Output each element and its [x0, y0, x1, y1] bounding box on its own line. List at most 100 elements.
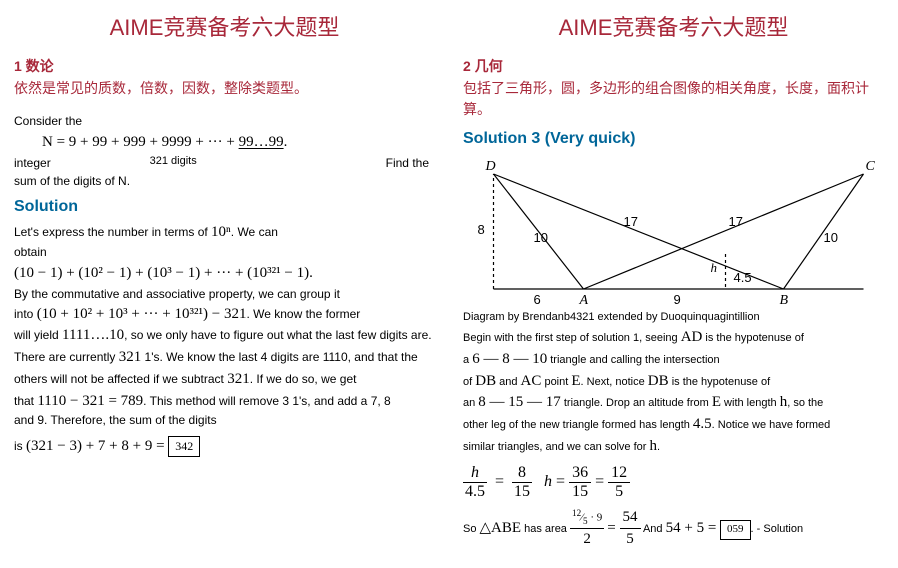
solution-heading: Solution: [14, 198, 435, 216]
pg5: similar triangles, and we can solve for: [463, 441, 649, 453]
integer-row: integer 321 digits Find the: [14, 155, 435, 172]
eq4: 1110 − 321 = 789: [37, 393, 143, 409]
lbl-17b: 17: [729, 214, 743, 229]
hasarea: has area: [521, 523, 570, 535]
v321b: 321: [227, 371, 250, 387]
title-right: AIME竞赛备考六大题型: [463, 10, 884, 42]
p5: is (321 − 3) + 7 + 8 + 9 = 342: [14, 436, 435, 458]
p3a: into: [14, 307, 37, 321]
pg3c: with length: [721, 397, 780, 409]
geo-par: Begin with the first step of solution 1,…: [463, 327, 884, 458]
integer-label: integer: [14, 155, 51, 172]
pg2a: of: [463, 376, 475, 388]
eq2: (10 − 1) + (10² − 1) + (10³ − 1) + ··· +…: [14, 265, 435, 282]
topic1-number: 1 数论: [14, 56, 435, 76]
pg1c: a: [463, 354, 472, 366]
eqN-tail: 99…99: [239, 134, 284, 150]
p4c: There are currently: [14, 350, 119, 364]
answer-342: 342: [168, 436, 200, 457]
eqR1: h 4.5 = 8 15 h = 36 15 = 12 5: [463, 464, 884, 501]
p1: Let's express the number in terms of 10ⁿ…: [14, 222, 435, 244]
topic2-number: 2 几何: [463, 56, 884, 76]
pg2b: and: [496, 376, 520, 388]
AC: AC: [521, 373, 542, 389]
pg2d: . Next, notice: [581, 376, 648, 388]
p4l1: will yield 1111….10, so we only have to …: [14, 325, 435, 347]
title-left: AIME竞赛备考六大题型: [14, 10, 435, 42]
DB2: DB: [648, 373, 669, 389]
left-column: AIME竞赛备考六大题型 1 数论 依然是常见的质数，倍数，因数，整除类题型。 …: [0, 0, 449, 568]
pg4: other leg of the new triangle formed has…: [463, 419, 693, 431]
topic1-desc: 依然是常见的质数，倍数，因数，整除类题型。: [14, 78, 435, 99]
diagram-caption: Diagram by Brendanb4321 extended by Duoq…: [463, 311, 884, 323]
lbl-17a: 17: [624, 214, 638, 229]
tri1: 6 — 8 — 10: [472, 351, 547, 367]
pg2e: is the hypotenuse of: [669, 376, 771, 388]
lbl-h: h: [711, 260, 718, 275]
geometry-diagram: D C A B 8 10 17 17 10 6 9 h 4.5: [463, 154, 884, 309]
findthe-label: Find the: [386, 155, 435, 172]
p4f: . If we do so, we get: [250, 372, 357, 386]
consider-label: Consider the: [14, 114, 82, 128]
pg1b: is the hypotenuse of: [702, 332, 804, 344]
tri2: 8 — 15 — 17: [478, 394, 561, 410]
eq545: 54 + 5 =: [666, 520, 720, 536]
p4b: , so we only have to figure out what the…: [124, 328, 432, 342]
p3: into (10 + 10² + 10³ + ··· + 10³²¹) − 32…: [14, 304, 435, 326]
E: E: [571, 373, 580, 389]
sol3-heading: Solution 3 (Very quick): [463, 130, 884, 148]
p4e: others will not be affected if we subtra…: [14, 372, 227, 386]
triABE: △ABE: [480, 520, 522, 536]
eqN-main: N = 9 + 99 + 999 + 9999 + ··· +: [42, 134, 239, 150]
p4l5: and 9. Therefore, the sum of the digits: [14, 412, 435, 429]
lbl-6: 6: [534, 292, 541, 304]
and: And: [643, 523, 666, 535]
pg1a: Begin with the first step of solution 1,…: [463, 332, 681, 344]
answer-059: 059: [720, 520, 751, 540]
p5a: is: [14, 439, 26, 453]
area-line: So △ABE has area 12⁄5 · 9 2 = 54 5 And 5…: [463, 507, 884, 552]
v321a: 321: [119, 349, 142, 365]
pg3d: , so the: [787, 397, 823, 409]
p4d: 1's. We know the last 4 digits are 1110,…: [141, 350, 417, 364]
eq-N: N = 9 + 99 + 999 + 9999 + ··· + 99…99.: [14, 134, 435, 151]
AD: AD: [681, 329, 703, 345]
pg4b: . Notice we have formed: [712, 419, 831, 431]
DB: DB: [475, 373, 496, 389]
p4a: will yield: [14, 328, 62, 342]
p4h: . This method will remove 3 1's, and add…: [143, 394, 391, 408]
p4g: that: [14, 394, 37, 408]
p4l3: others will not be affected if we subtra…: [14, 369, 435, 391]
lbl-9: 9: [674, 292, 681, 304]
hvar2: h: [649, 438, 657, 454]
pg3a: an: [463, 397, 478, 409]
p1b: 10ⁿ: [211, 224, 231, 240]
lbl-D: D: [485, 159, 496, 174]
topic2-desc: 包括了三角形，圆，多边形的组合图像的相关角度，长度，面积计算。: [463, 78, 884, 120]
lbl-10L: 10: [534, 230, 548, 245]
pg3b: triangle. Drop an altitude from: [561, 397, 712, 409]
eqN-dot: .: [284, 134, 288, 150]
digits-annot: 321 digits: [150, 155, 287, 172]
right-column: AIME竞赛备考六大题型 2 几何 包括了三角形，圆，多边形的组合图像的相关角度…: [449, 0, 898, 568]
consider-line: Consider the: [14, 113, 435, 130]
p2: By the commutative and associative prope…: [14, 286, 435, 303]
lbl-A: A: [579, 293, 589, 304]
p3b: . We know the former: [246, 307, 360, 321]
sumdig: sum of the digits of N.: [14, 173, 435, 190]
lbl-B: B: [780, 293, 789, 304]
lbl-10R: 10: [824, 230, 838, 245]
lbl-C: C: [866, 159, 876, 174]
E2: E: [712, 394, 721, 410]
p1c: . We can: [231, 225, 278, 239]
pg5b: .: [657, 441, 660, 453]
lbl-45: 4.5: [734, 270, 752, 285]
pg1d: triangle and calling the intersection: [547, 354, 719, 366]
eq5: (321 − 3) + 7 + 8 + 9 =: [26, 438, 168, 454]
p4l4: that 1110 − 321 = 789. This method will …: [14, 391, 435, 413]
lbl-8: 8: [478, 222, 485, 237]
p1d: obtain: [14, 244, 435, 261]
p1a: Let's express the number in terms of: [14, 225, 211, 239]
eq3: (10 + 10² + 10³ + ··· + 10³²¹) − 321: [37, 306, 247, 322]
v45t: 4.5: [693, 416, 712, 432]
